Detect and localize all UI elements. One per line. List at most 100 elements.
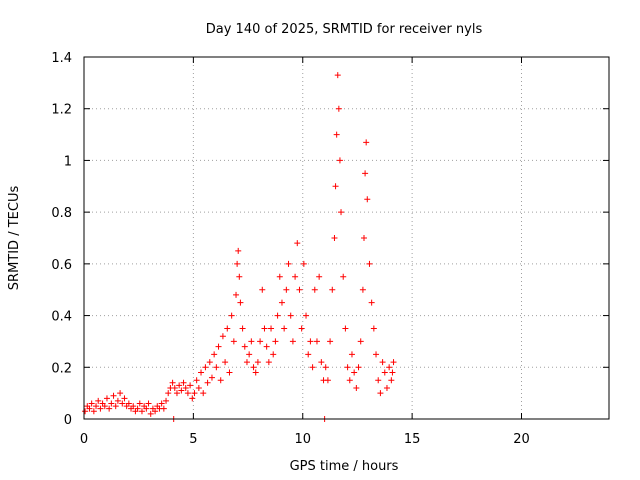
data-point: [257, 338, 264, 345]
data-point: [90, 408, 97, 415]
data-point: [366, 260, 373, 267]
x-axis-label: GPS time / hours: [290, 459, 399, 474]
data-point: [334, 72, 341, 79]
data-point: [189, 395, 196, 402]
data-point: [332, 183, 339, 190]
data-point: [182, 384, 189, 391]
x-tick-label: 0: [80, 432, 88, 447]
data-point: [198, 369, 205, 376]
data-point: [307, 338, 314, 345]
data-point: [300, 260, 307, 267]
data-point: [283, 286, 290, 293]
data-point: [86, 405, 93, 412]
data-point: [204, 379, 211, 386]
data-point: [252, 369, 259, 376]
data-point: [389, 369, 396, 376]
x-tick-label: 20: [513, 432, 530, 447]
data-point: [316, 273, 323, 280]
data-point: [95, 397, 102, 404]
data-point: [287, 312, 294, 319]
data-point: [364, 196, 371, 203]
data-point: [125, 400, 132, 407]
data-point: [298, 325, 305, 332]
data-point: [313, 338, 320, 345]
data-point: [261, 325, 268, 332]
data-point: [361, 235, 367, 241]
x-tick-label: 5: [189, 432, 197, 447]
data-point: [163, 397, 170, 404]
data-point: [187, 382, 194, 389]
data-point: [130, 403, 137, 410]
data-point: [101, 403, 108, 410]
data-point: [110, 392, 117, 399]
data-point: [373, 351, 380, 358]
data-point: [329, 286, 336, 293]
data-point: [228, 312, 235, 319]
y-axis-label: SRMTID / TECUs: [7, 186, 22, 291]
data-point: [191, 390, 198, 397]
data-point: [241, 343, 248, 350]
data-point: [259, 286, 266, 293]
data-point: [152, 408, 159, 415]
data-point: [270, 351, 277, 358]
data-point: [143, 405, 150, 412]
data-point: [97, 405, 104, 412]
data-point: [285, 260, 292, 267]
data-point: [357, 338, 364, 345]
x-tick-label: 15: [404, 432, 421, 447]
data-point: [281, 325, 288, 332]
data-point: [103, 395, 110, 402]
data-point: [158, 400, 165, 407]
data-point: [138, 408, 145, 415]
x-tick-label: 10: [294, 432, 311, 447]
data-point: [289, 338, 296, 345]
data-point: [265, 359, 272, 366]
data-point: [171, 384, 178, 391]
data-point: [180, 379, 187, 386]
data-point: [322, 364, 329, 371]
data-point: [342, 325, 349, 332]
data-point: [160, 405, 167, 412]
data-point: [121, 395, 128, 402]
data-point: [318, 359, 325, 366]
data-point: [219, 333, 226, 340]
data-point: [147, 410, 154, 417]
data-point: [338, 209, 345, 216]
data-point: [222, 359, 229, 366]
data-point: [331, 235, 338, 241]
data-point: [276, 273, 283, 280]
data-point: [309, 364, 316, 371]
data-point: [88, 400, 95, 407]
data-point: [239, 325, 246, 332]
data-point: [268, 325, 275, 332]
data-point: [311, 286, 318, 293]
data-point: [248, 338, 255, 345]
data-point: [383, 384, 390, 391]
data-point: [224, 325, 231, 332]
data-point: [335, 105, 342, 112]
data-point: [169, 379, 176, 386]
data-point: [195, 384, 202, 391]
data-point: [272, 338, 279, 345]
data-point: [165, 390, 172, 397]
data-point: [202, 364, 209, 371]
data-point: [93, 403, 100, 410]
data-point: [386, 364, 393, 371]
data-point: [243, 359, 250, 366]
data-point: [375, 377, 382, 384]
data-point: [388, 377, 395, 384]
data-point: [234, 260, 241, 267]
data-point: [236, 273, 243, 280]
data-point: [215, 343, 222, 350]
data-point: [237, 299, 244, 306]
data-point: [211, 351, 218, 358]
data-point: [176, 382, 183, 389]
data-point: [119, 400, 126, 407]
data-point: [200, 390, 207, 397]
points-layer: [82, 72, 397, 422]
ticks-layer: 0 5 10 15 20 0 0.2 0.4 0.6 0.8 1 1.2 1.4: [51, 51, 609, 447]
data-point: [193, 377, 200, 384]
data-point: [184, 390, 191, 397]
data-point: [246, 351, 253, 358]
data-point: [353, 384, 360, 391]
